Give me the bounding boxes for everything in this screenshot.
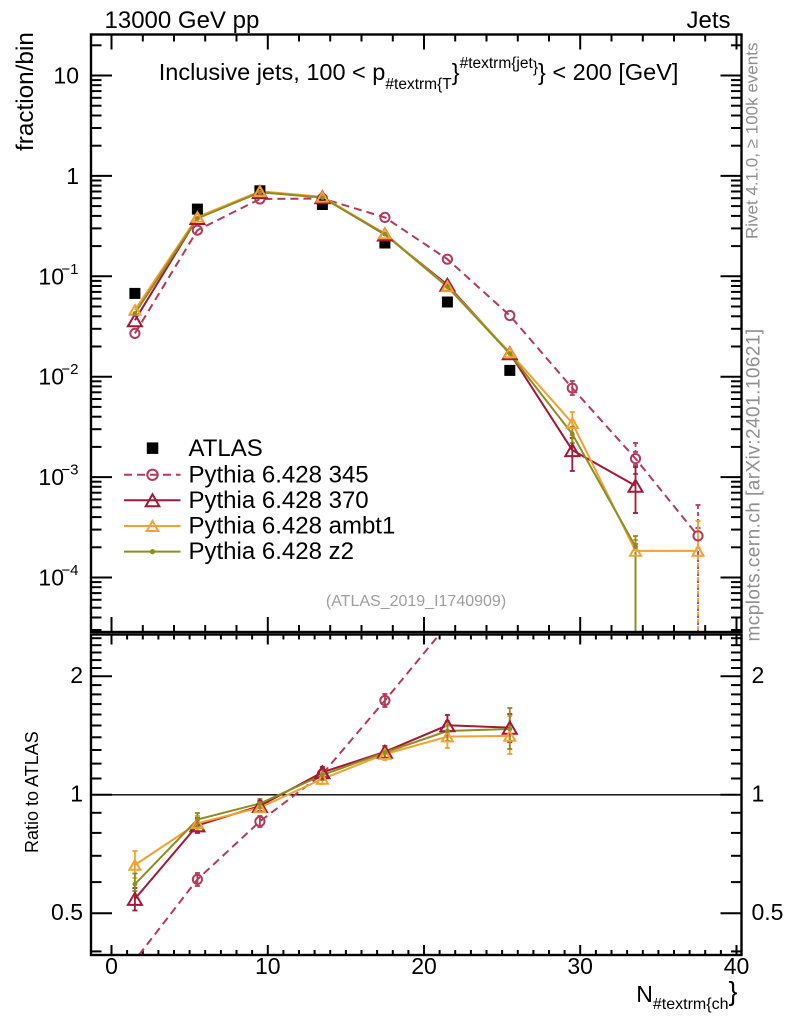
svg-text:10: 10: [255, 953, 281, 979]
svg-text:Rivet 4.1.0, ≥ 100k events: Rivet 4.1.0, ≥ 100k events: [743, 43, 762, 239]
svg-text:1: 1: [66, 163, 79, 189]
svg-text:10: 10: [38, 364, 64, 390]
svg-text:fraction/bin: fraction/bin: [12, 32, 39, 151]
svg-text:13000 GeV pp: 13000 GeV pp: [105, 7, 260, 34]
svg-text:Pythia 6.428 ambt1: Pythia 6.428 ambt1: [189, 513, 396, 540]
svg-text:0: 0: [105, 953, 118, 979]
svg-text:10: 10: [53, 63, 79, 89]
svg-text:Pythia 6.428 z2: Pythia 6.428 z2: [189, 538, 354, 565]
svg-text:−4: −4: [61, 562, 78, 579]
svg-text:0.5: 0.5: [752, 899, 784, 925]
svg-text:20: 20: [411, 953, 437, 979]
svg-text:1: 1: [752, 780, 765, 806]
svg-text:1: 1: [70, 780, 83, 806]
svg-text:(ATLAS_2019_I1740909): (ATLAS_2019_I1740909): [326, 593, 506, 610]
svg-text:30: 30: [567, 953, 593, 979]
svg-text:−2: −2: [61, 361, 78, 378]
svg-text:Jets: Jets: [686, 7, 730, 34]
svg-text:−3: −3: [61, 462, 78, 479]
svg-text:−1: −1: [61, 261, 78, 278]
svg-text:mcplots.cern.ch [arXiv:2401.10: mcplots.cern.ch [arXiv:2401.10621]: [744, 328, 765, 641]
svg-text:2: 2: [70, 662, 83, 688]
svg-text:0.5: 0.5: [51, 899, 83, 925]
svg-text:40: 40: [724, 953, 750, 979]
svg-text:10: 10: [38, 464, 64, 490]
svg-text:10: 10: [38, 263, 64, 289]
svg-text:Pythia 6.428 345: Pythia 6.428 345: [189, 461, 369, 488]
svg-text:10: 10: [38, 565, 64, 591]
svg-text:Ratio to ATLAS: Ratio to ATLAS: [22, 731, 42, 853]
svg-text:Pythia 6.428 370: Pythia 6.428 370: [189, 487, 369, 514]
svg-text:2: 2: [752, 662, 765, 688]
svg-text:ATLAS: ATLAS: [189, 435, 263, 462]
